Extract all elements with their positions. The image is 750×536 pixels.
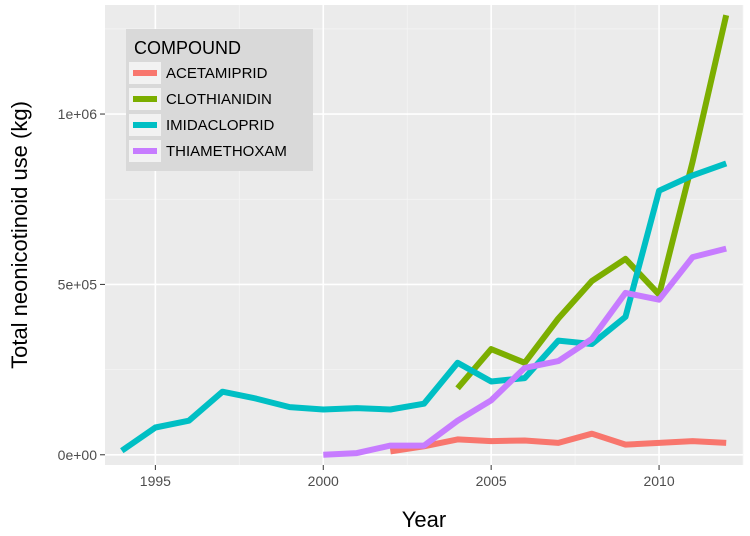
- x-tick-label: 1995: [140, 473, 171, 489]
- x-tick-label: 2010: [643, 473, 674, 489]
- legend-label: CLOTHIANIDIN: [166, 91, 272, 108]
- y-tick-label: 5e+05: [58, 276, 98, 292]
- legend-label: IMIDACLOPRID: [166, 117, 275, 134]
- x-axis: 1995 2000 2005 2010: [140, 465, 675, 489]
- x-tick-label: 2005: [476, 473, 507, 489]
- legend-item: ACETAMIPRID: [129, 62, 268, 84]
- y-axis: 0e+00 5e+05 1e+06: [58, 106, 105, 463]
- legend-label: THIAMETHOXAM: [166, 143, 287, 160]
- series-lines: [120, 14, 730, 458]
- x-tick-label: 2000: [308, 473, 339, 489]
- series-line-acetamiprid: [389, 430, 727, 455]
- legend-item: CLOTHIANIDIN: [129, 88, 272, 110]
- legend-title: COMPOUND: [134, 38, 241, 58]
- legend-items: ACETAMIPRID CLOTHIANIDIN IMIDACLOPRID THIAM…: [129, 62, 287, 162]
- y-tick-label: 0e+00: [58, 447, 98, 463]
- y-tick-label: 1e+06: [58, 106, 98, 122]
- x-axis-title: Year: [402, 507, 446, 532]
- legend-item: IMIDACLOPRID: [129, 114, 275, 136]
- legend-item: THIAMETHOXAM: [129, 140, 287, 162]
- series-line-thiamethoxam: [323, 245, 727, 458]
- y-axis-title: Total neonicotinoid use (kg): [7, 101, 32, 369]
- series-line-clothianidin: [455, 14, 730, 391]
- legend: COMPOUND ACETAMIPRID CLOTHIANIDIN IMIDACLO…: [126, 29, 313, 171]
- legend-label: ACETAMIPRID: [166, 65, 268, 82]
- series-line-imidacloprid: [120, 160, 728, 454]
